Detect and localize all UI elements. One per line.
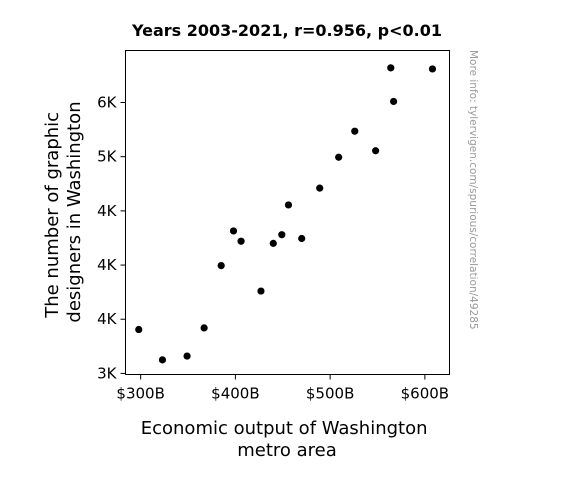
data-points bbox=[135, 64, 437, 364]
y-axis-label-line-2: designers in Washington bbox=[64, 101, 85, 322]
data-point bbox=[217, 261, 225, 270]
y-tick-label: 6K bbox=[97, 94, 118, 112]
y-tick-label: 5K bbox=[97, 148, 118, 166]
data-point bbox=[390, 97, 398, 106]
x-tick-label: $600B bbox=[401, 385, 449, 403]
data-point bbox=[237, 237, 245, 245]
data-point bbox=[316, 184, 324, 192]
y-axis-label: The number of graphic designers in Washi… bbox=[42, 101, 85, 322]
y-axis: 3K 4K 4K 4K 5K 6K bbox=[97, 94, 126, 382]
data-point bbox=[257, 287, 265, 295]
data-point bbox=[387, 64, 395, 72]
chart-title: Years 2003-2021, r=0.956, p<0.01 bbox=[131, 21, 442, 40]
data-point bbox=[428, 65, 437, 73]
data-point bbox=[335, 153, 343, 161]
plot-frame bbox=[125, 50, 450, 375]
data-point bbox=[269, 239, 277, 247]
data-point bbox=[298, 234, 306, 243]
data-point bbox=[278, 231, 286, 239]
x-tick-label: $300B bbox=[116, 385, 164, 403]
x-axis-label: Economic output of Washington metro area bbox=[141, 418, 434, 461]
y-tick-label: 3K bbox=[97, 364, 118, 382]
y-axis-label-line-1: The number of graphic bbox=[42, 112, 63, 319]
y-tick-label: 4K bbox=[97, 202, 118, 220]
source-note: More info: tylervigen.com/spurious/corre… bbox=[467, 50, 479, 330]
x-tick-label: $400B bbox=[211, 385, 259, 403]
data-point bbox=[229, 227, 238, 235]
data-point bbox=[158, 356, 167, 364]
data-point bbox=[284, 201, 293, 209]
data-point bbox=[372, 147, 380, 155]
y-tick-label: 4K bbox=[97, 256, 118, 274]
y-tick-label: 4K bbox=[97, 310, 118, 328]
data-point bbox=[183, 352, 191, 360]
data-point bbox=[135, 325, 143, 334]
x-tick-label: $500B bbox=[306, 385, 354, 403]
data-point bbox=[200, 324, 208, 332]
x-axis-label-line-1: Economic output of Washington bbox=[141, 418, 428, 439]
data-point bbox=[351, 127, 359, 135]
x-axis: $300B $400B $500B $600B bbox=[116, 374, 449, 403]
x-axis-label-line-2: metro area bbox=[237, 440, 337, 461]
